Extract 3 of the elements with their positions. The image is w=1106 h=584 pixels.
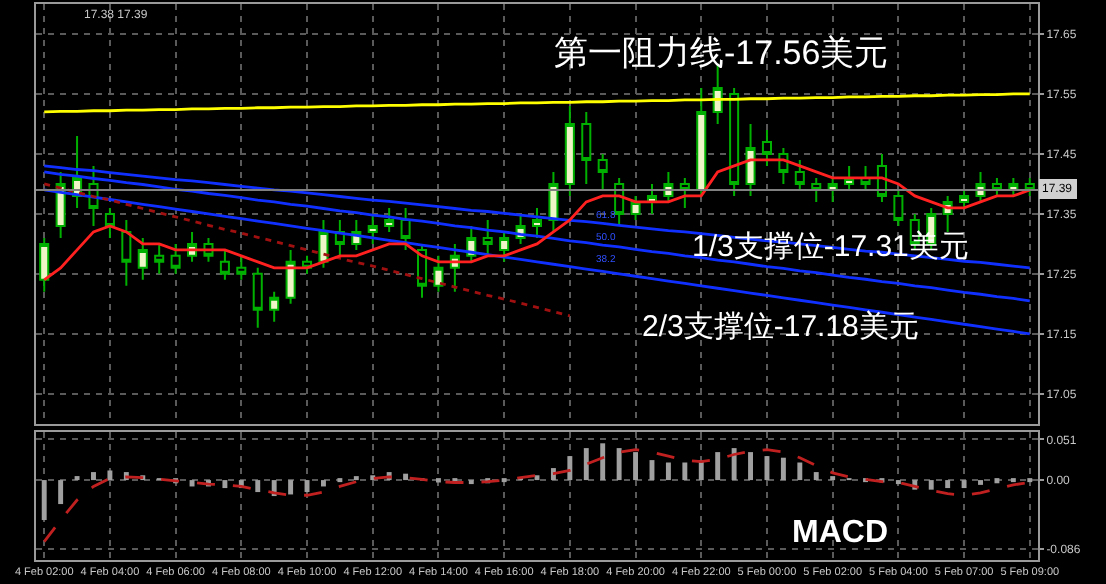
annotation: 2/3支撑位-17.18美元 <box>642 310 919 344</box>
annotation: 第一阻力线-17.56美元 <box>554 34 889 72</box>
annotation: MACD <box>792 516 888 550</box>
